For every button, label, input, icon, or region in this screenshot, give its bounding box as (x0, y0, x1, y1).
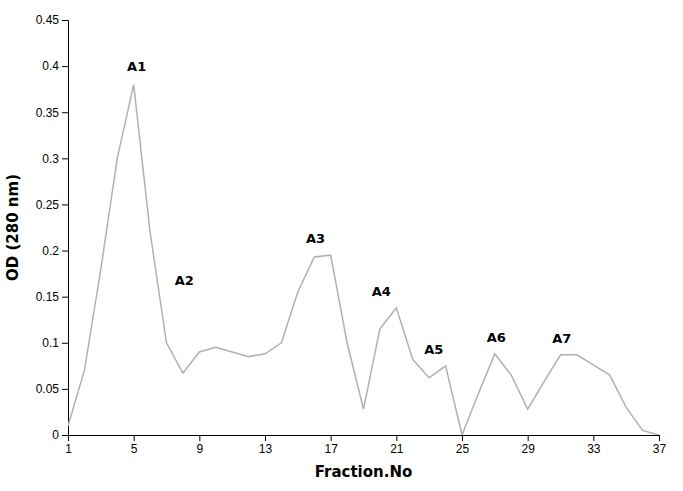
x-tick-mark (462, 435, 463, 441)
x-tick: 13 (259, 435, 273, 456)
marks (68, 85, 659, 435)
y-tick-mark (62, 20, 68, 21)
y-tick-label: 0.05 (36, 382, 60, 396)
x-tick-mark (134, 435, 135, 441)
y-tick-mark (62, 435, 68, 436)
x-axis-title: Fraction.No (315, 463, 413, 481)
x-tick-label: 13 (259, 442, 273, 456)
x-tick-mark (593, 435, 594, 441)
x-tick: 29 (521, 435, 535, 456)
y-tick-label: 0.25 (36, 198, 60, 212)
y-tick-label: 0.15 (36, 290, 60, 304)
x-tick: 21 (390, 435, 404, 456)
y-tick: 0.3 (42, 152, 68, 166)
x-tick-mark (396, 435, 397, 441)
x-tick-label: 9 (196, 442, 203, 456)
x-tick-mark (265, 435, 266, 441)
annotation: A7 (552, 331, 571, 346)
x-tick-label: 29 (521, 442, 535, 456)
y-tick-mark (62, 297, 68, 298)
x-tick-mark (659, 435, 660, 441)
y-tick: 0.05 (36, 382, 68, 396)
y-axis-title: OD (280 nm) (4, 174, 22, 281)
annotation: A5 (424, 342, 443, 357)
y-tick-label: 0.35 (36, 106, 60, 120)
x-tick-label: 17 (324, 442, 338, 456)
plot: 1591317212529333700.050.10.150.20.250.30… (36, 13, 667, 455)
y-tick-label: 0.3 (42, 152, 59, 166)
annotation: A1 (127, 59, 146, 74)
x-tick: 5 (131, 435, 138, 456)
y-tick-mark (62, 389, 68, 390)
y-tick-label: 0.1 (42, 336, 59, 350)
y-axis: 0 0.05 0.1 0.15 0.2 0.25 0.3 0.35 0.4 0.45 (36, 13, 69, 442)
y-tick-mark (62, 66, 68, 67)
y-tick-mark (62, 204, 68, 205)
y-tick: 0.2 (42, 244, 68, 258)
x-tick-mark (331, 435, 332, 441)
x-tick-label: 21 (390, 442, 404, 456)
y-tick: 0.45 (36, 13, 68, 27)
y-tick: 0.15 (36, 290, 68, 304)
data-line (68, 85, 659, 435)
annotations: A1 A2 A3 A4 A5 A6 A7 (127, 59, 571, 357)
x-tick-mark (528, 435, 529, 441)
x-tick-label: 33 (587, 442, 601, 456)
y-tick-mark (62, 343, 68, 344)
y-tick-label: 0.2 (42, 244, 59, 258)
x-tick: 37 (653, 435, 667, 456)
y-tick: 0.1 (42, 336, 68, 350)
y-tick: 0.4 (42, 59, 68, 73)
annotation: A4 (372, 284, 391, 299)
x-tick: 9 (196, 435, 203, 456)
y-tick: 0.25 (36, 198, 68, 212)
x-tick: 1 (65, 435, 72, 456)
x-tick: 25 (456, 435, 470, 456)
x-tick: 17 (324, 435, 338, 456)
x-tick: 33 (587, 435, 601, 456)
x-tick-label: 37 (653, 442, 667, 456)
y-tick-label: 0.45 (36, 13, 60, 27)
y-tick-label: 0.4 (42, 59, 59, 73)
y-tick-mark (62, 158, 68, 159)
annotation: A2 (175, 273, 194, 288)
x-axis: 1 5 9 13 17 21 25 29 33 37 (65, 435, 666, 456)
y-tick-mark (62, 112, 68, 113)
annotation: A6 (487, 330, 506, 345)
x-axis-line (69, 436, 660, 442)
x-tick-label: 5 (131, 442, 138, 456)
x-tick-label: 25 (456, 442, 470, 456)
x-tick-label: 1 (65, 442, 72, 456)
x-tick-mark (199, 435, 200, 441)
y-tick-label: 0 (52, 428, 59, 442)
y-axis-line (62, 21, 69, 436)
y-tick: 0 (52, 428, 68, 442)
y-tick-mark (62, 251, 68, 252)
annotation: A3 (306, 231, 325, 246)
y-tick: 0.35 (36, 106, 68, 120)
chart: 1591317212529333700.050.10.150.20.250.30… (0, 0, 683, 491)
